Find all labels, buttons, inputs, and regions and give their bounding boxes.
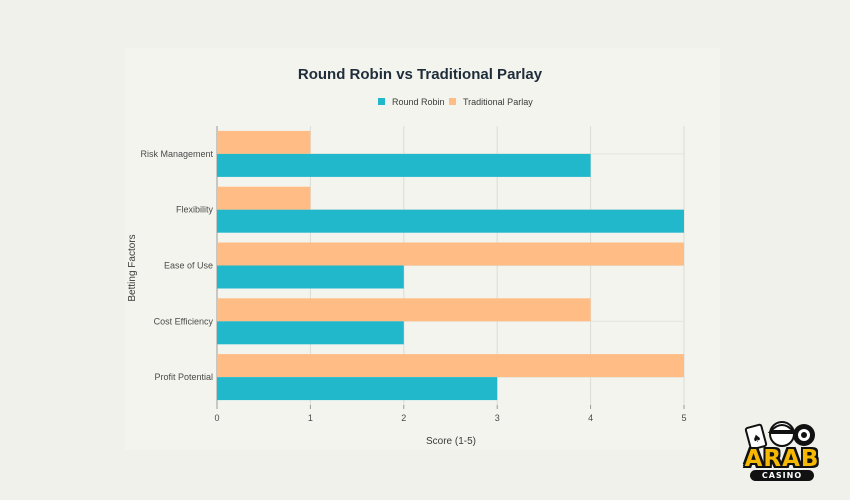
legend: Round Robin Traditional Parlay [378,97,533,107]
arab-casino-logo: ♠ ARAB CASINO [740,418,824,482]
bar-traditional-parlay-3 [217,298,591,322]
bar-round-robin-4 [217,377,498,401]
bar-traditional-parlay-1 [217,186,311,210]
x-axis-label: Score (1-5) [426,436,476,447]
bar-round-robin-2 [217,265,404,289]
legend-swatch-0 [378,98,385,105]
x-tick-label-3: 3 [495,413,500,423]
chart-card: Round Robin vs Traditional Parlay Round … [125,48,720,450]
chart-title: Round Robin vs Traditional Parlay [298,66,543,83]
bar-round-robin-0 [217,153,591,177]
bar-chart: Round Robin vs Traditional Parlay Round … [127,66,687,447]
logo-mascot-icon: ♠ [744,421,815,451]
y-tick-label-3: Cost Efficiency [154,316,214,326]
logo-subtext: CASINO [750,470,814,481]
y-tick-labels: Risk Management Flexibility Ease of Use Cos… [140,149,213,382]
x-tick-label-4: 4 [588,413,593,423]
x-tick-label-0: 0 [214,413,219,423]
bar-round-robin-1 [217,209,684,233]
legend-label-0: Round Robin [392,97,445,107]
bar-traditional-parlay-2 [217,242,684,266]
y-tick-label-1: Flexibility [176,205,214,215]
x-tick-label-5: 5 [681,413,686,423]
y-tick-label-2: Ease of Use [164,261,213,271]
x-tick-label-2: 2 [401,413,406,423]
y-tick-label-0: Risk Management [140,149,213,159]
legend-swatch-1 [449,98,456,105]
logo-text: ARAB [744,446,820,472]
svg-text:♠: ♠ [751,433,763,446]
bar-traditional-parlay-4 [217,354,684,378]
bar-round-robin-3 [217,321,404,345]
y-axis-label: Betting Factors [127,234,138,301]
y-tick-label-4: Profit Potential [154,372,213,382]
x-tick-labels: 0 1 2 3 4 5 [214,413,686,423]
bars [217,130,684,401]
bar-traditional-parlay-0 [217,130,311,154]
x-tick-label-1: 1 [308,413,313,423]
legend-label-1: Traditional Parlay [463,97,533,107]
